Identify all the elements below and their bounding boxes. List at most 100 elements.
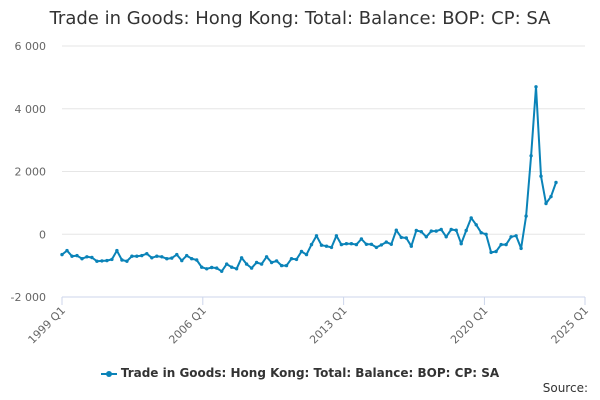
data-point[interactable] (539, 174, 543, 178)
data-point[interactable] (279, 263, 284, 268)
data-point[interactable] (554, 180, 558, 185)
data-point[interactable] (309, 242, 314, 247)
data-point[interactable] (190, 257, 194, 261)
data-point[interactable] (80, 257, 84, 261)
data-point[interactable] (519, 246, 523, 251)
data-point[interactable] (324, 244, 329, 248)
data-point[interactable] (90, 255, 94, 260)
data-point[interactable] (160, 255, 164, 259)
data-point[interactable] (130, 254, 134, 258)
data-point[interactable] (369, 242, 374, 246)
data-point[interactable] (215, 266, 219, 270)
data-point[interactable] (394, 228, 398, 232)
legend[interactable]: Trade in Goods: Hong Kong: Total: Balanc… (0, 366, 600, 380)
data-point[interactable] (195, 258, 199, 262)
data-point[interactable] (185, 253, 189, 258)
data-point[interactable] (434, 229, 438, 233)
data-point[interactable] (494, 249, 498, 254)
data-point[interactable] (404, 236, 408, 240)
data-point[interactable] (60, 252, 64, 257)
data-point[interactable] (489, 250, 493, 255)
data-point[interactable] (200, 265, 204, 269)
data-point[interactable] (329, 245, 334, 250)
data-point[interactable] (75, 253, 79, 258)
data-point[interactable] (464, 228, 468, 233)
data-point[interactable] (509, 235, 513, 239)
data-point[interactable] (274, 259, 279, 263)
data-point[interactable] (364, 242, 369, 246)
data-point[interactable] (85, 255, 89, 259)
data-point[interactable] (429, 229, 433, 233)
data-point[interactable] (379, 243, 384, 247)
data-point[interactable] (239, 256, 244, 260)
data-point[interactable] (289, 257, 294, 261)
data-point[interactable] (469, 216, 473, 220)
data-point[interactable] (254, 260, 259, 265)
data-point[interactable] (334, 234, 339, 238)
data-point[interactable] (474, 223, 478, 227)
data-point[interactable] (484, 232, 488, 236)
data-point[interactable] (514, 234, 518, 238)
data-point[interactable] (180, 258, 184, 263)
data-point[interactable] (534, 85, 538, 89)
data-point[interactable] (244, 262, 249, 266)
data-point[interactable] (304, 252, 309, 257)
data-point[interactable] (170, 256, 174, 260)
data-point[interactable] (424, 235, 428, 239)
data-point[interactable] (414, 228, 418, 233)
data-point[interactable] (349, 242, 354, 246)
data-point[interactable] (100, 259, 104, 263)
data-point[interactable] (384, 240, 388, 244)
data-point[interactable] (529, 154, 533, 158)
data-point[interactable] (165, 257, 169, 261)
data-point[interactable] (65, 248, 69, 253)
data-point[interactable] (125, 259, 129, 263)
data-point[interactable] (70, 254, 74, 258)
data-point[interactable] (344, 242, 349, 246)
data-point[interactable] (284, 263, 289, 268)
data-point[interactable] (419, 230, 423, 234)
data-point[interactable] (95, 259, 99, 263)
data-point[interactable] (269, 260, 274, 265)
data-point[interactable] (220, 269, 224, 273)
data-point[interactable] (145, 252, 149, 256)
data-point[interactable] (175, 252, 179, 257)
data-point[interactable] (454, 228, 458, 232)
data-point[interactable] (150, 256, 154, 260)
data-point[interactable] (110, 257, 114, 262)
data-point[interactable] (120, 258, 124, 262)
data-point[interactable] (524, 214, 528, 218)
data-point[interactable] (234, 267, 239, 271)
data-point[interactable] (374, 245, 379, 250)
data-point[interactable] (549, 194, 553, 199)
data-point[interactable] (205, 267, 209, 271)
data-point[interactable] (210, 265, 214, 270)
data-point[interactable] (105, 258, 109, 263)
data-point[interactable] (155, 254, 159, 258)
data-point[interactable] (294, 257, 299, 262)
data-point[interactable] (319, 243, 324, 247)
data-point[interactable] (249, 266, 254, 270)
data-point[interactable] (439, 227, 443, 232)
data-point[interactable] (544, 201, 548, 206)
data-point[interactable] (135, 254, 139, 258)
data-point[interactable] (314, 234, 319, 238)
data-point[interactable] (115, 248, 119, 253)
data-point[interactable] (449, 227, 453, 232)
data-point[interactable] (230, 265, 234, 269)
data-point[interactable] (299, 249, 304, 254)
data-point[interactable] (259, 262, 264, 266)
data-point[interactable] (359, 237, 364, 241)
data-point[interactable] (354, 242, 359, 247)
data-point[interactable] (399, 235, 403, 240)
data-point[interactable] (459, 242, 463, 246)
data-point[interactable] (499, 242, 503, 247)
data-point[interactable] (504, 242, 508, 247)
data-point[interactable] (264, 255, 269, 259)
data-point[interactable] (225, 262, 229, 266)
data-point[interactable] (444, 235, 448, 239)
data-point[interactable] (339, 242, 344, 247)
data-point[interactable] (389, 242, 393, 246)
data-point[interactable] (479, 231, 483, 235)
data-point[interactable] (409, 244, 413, 248)
